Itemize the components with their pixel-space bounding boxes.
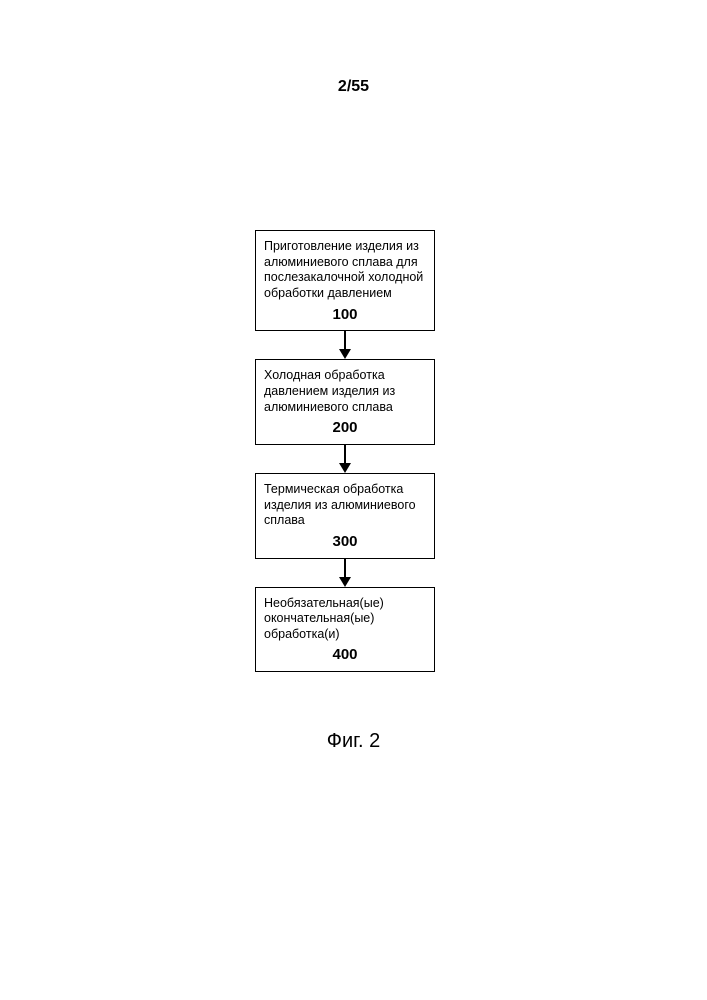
page: 2/55 Приготовление изделия из алюминиево…	[0, 0, 707, 1000]
flow-node-200: Холодная обработка давлением изделия из …	[255, 359, 435, 445]
arrow-icon	[335, 559, 355, 587]
flow-node-label: Необязательная(ые) окончательная(ые) обр…	[264, 596, 426, 643]
flow-node-number: 400	[264, 646, 426, 665]
flow-node-400: Необязательная(ые) окончательная(ые) обр…	[255, 587, 435, 673]
page-number: 2/55	[0, 78, 707, 96]
flow-node-300: Термическая обработка изделия из алюмини…	[255, 473, 435, 559]
flow-node-number: 300	[264, 533, 426, 552]
flow-node-label: Приготовление изделия из алюминиевого сп…	[264, 239, 426, 302]
arrow-icon	[335, 445, 355, 473]
flowchart: Приготовление изделия из алюминиевого сп…	[245, 230, 445, 672]
flow-node-number: 100	[264, 306, 426, 325]
figure-caption: Фиг. 2	[0, 730, 707, 753]
arrow-icon	[335, 331, 355, 359]
flow-node-number: 200	[264, 419, 426, 438]
flow-node-100: Приготовление изделия из алюминиевого сп…	[255, 230, 435, 331]
flow-node-label: Холодная обработка давлением изделия из …	[264, 368, 426, 415]
flow-node-label: Термическая обработка изделия из алюмини…	[264, 482, 426, 529]
